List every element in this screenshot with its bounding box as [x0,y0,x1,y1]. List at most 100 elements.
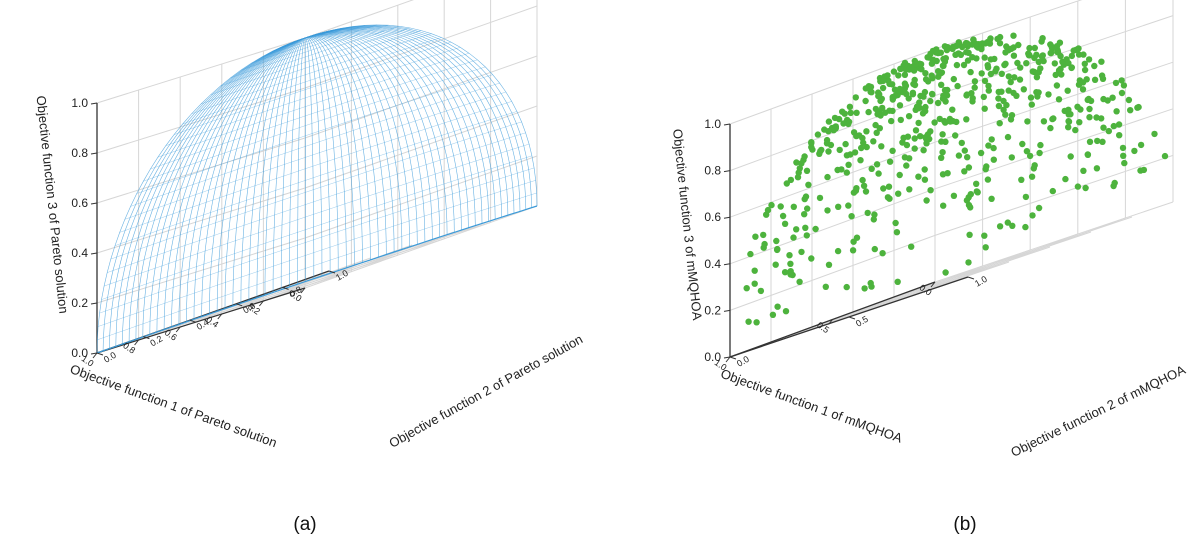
surface-parallel [261,26,354,58]
a-box-edge [304,0,415,39]
scatter-point [944,170,951,177]
scatter-point [814,131,822,138]
surface-parallel [101,155,532,300]
surface-meridian [297,37,306,285]
scatter-point [1075,51,1083,58]
b-x-tick [828,319,833,325]
scatter-point [743,285,750,292]
scatter-point [949,117,957,125]
a-z-tick [90,202,98,205]
scatter-point [850,189,858,196]
scatter-point [1029,212,1036,219]
scatter-point [1003,101,1010,109]
b-x-tick [930,281,936,288]
scatter-point [927,128,934,135]
a-wall-gridline [304,5,538,89]
scatter-point [789,271,796,279]
scatter-point [825,118,833,125]
a-y-tick [236,303,243,307]
scatter-point [1031,44,1039,52]
surface-parallel [136,74,493,194]
scatter-point [954,82,961,90]
scatter-point [952,132,959,139]
scatter-point [988,136,995,143]
scatter-point [996,120,1003,127]
a-wall-gridline [96,237,306,304]
z-axis-title-a: Objective function 3 of Pareto solution [34,95,72,314]
scatter-point [1064,87,1071,94]
b-floor-gridline [920,217,1126,294]
surface-parallel [99,167,535,314]
surface-meridian [304,33,426,243]
scatter-point [836,146,843,154]
scatter-point [753,319,760,326]
scatter-point [1005,73,1012,80]
surface-parallel [294,33,318,42]
a-y-tick [282,286,289,290]
z-axis-title-b: Objective function 3 of mMQHOA [670,128,705,321]
scatter-point [1008,112,1016,119]
scatter-point [1098,58,1105,65]
scatter-point [808,139,815,146]
scatter-point [1100,95,1107,103]
scatter-point [1070,47,1077,54]
scatter-point [884,194,892,201]
scatter-point [863,143,870,151]
a-y-tick [328,270,336,274]
surface-parallel [97,192,537,341]
scatter-point [1033,74,1041,81]
scatter-point [969,95,976,102]
scatter-point [971,78,979,85]
scatter-point [922,107,929,115]
scatter-point [1135,103,1142,111]
scatter-point [961,168,968,175]
scatter-point [1094,137,1101,145]
scatter-point [1002,60,1009,67]
scatter-point [1161,152,1169,160]
scatter-point [1049,115,1056,123]
scatter-point [1058,71,1065,78]
scatter-point [957,51,965,58]
b-wall-gridline [934,108,1174,190]
scatter-point [905,113,913,120]
scatter-point [1079,86,1087,93]
scatter-point [927,187,934,194]
b-z-tick-label: 1.0 [704,117,721,131]
scatter-point [942,119,949,126]
scatter-point [993,65,1000,72]
scatter-point [1017,64,1024,71]
scatter-point [1010,44,1017,51]
scatter-point [879,250,886,257]
scatter-point [908,65,915,72]
a-wall-gridline [96,87,306,154]
scatter-point [1113,108,1120,115]
a-y-tick [143,336,150,340]
scatter-point [831,114,839,122]
scatter-point [909,91,917,98]
surface-meridian [272,37,306,293]
scatter-point [823,136,831,144]
scatter-point [884,72,891,79]
a-z-tick-label: 0.0 [71,346,88,360]
b-z-tick [723,309,731,312]
scatter-point [965,164,973,171]
scatter-point [1151,130,1158,138]
scatter-point [860,139,867,146]
scatter-point [1015,41,1022,49]
scatter-point [1018,176,1025,183]
a-z-tick [90,352,98,355]
scatter-point [953,61,961,69]
scatter-point [926,135,933,143]
scatter-point [921,176,929,183]
scatter-point [769,311,777,318]
scatter-point [934,99,942,107]
scatter-point [888,117,895,125]
scatter-point [1010,89,1017,97]
scatter-point [864,209,871,217]
scatter-point [1067,153,1074,160]
a-y-tick-label: 0.0 [102,350,118,365]
scatter-point [843,283,850,291]
scatter-point [1120,152,1127,159]
scatter-point [911,76,918,84]
scatter-point [905,95,912,102]
